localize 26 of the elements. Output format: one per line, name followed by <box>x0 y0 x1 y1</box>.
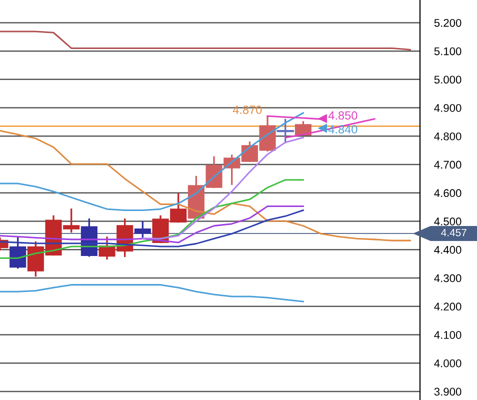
y-tick-label: 5.100 <box>434 47 462 56</box>
line-series <box>284 118 376 138</box>
line-series <box>0 30 411 50</box>
line-series <box>0 112 304 211</box>
candlestick <box>294 121 312 136</box>
annotation: 4.850 <box>328 111 358 120</box>
y-tick-label: 4.800 <box>434 132 462 140</box>
line-series <box>0 284 304 302</box>
y-tick-label: 4.200 <box>434 302 462 311</box>
y-tick-label: 4.000 <box>434 359 462 368</box>
y-tick-label: 5.000 <box>434 76 462 84</box>
annotation: 4.840 <box>328 125 358 134</box>
y-tick-label: 4.400 <box>434 246 462 254</box>
candlestick <box>134 221 151 240</box>
ref-line-label: 4.457 <box>441 229 466 236</box>
candlestick <box>10 236 26 269</box>
candlestick <box>276 118 294 144</box>
y-tick-label: 4.700 <box>434 160 462 169</box>
y-tick-label: 3.900 <box>434 388 462 396</box>
y-tick-label: 4.100 <box>434 331 462 339</box>
y-tick-label: 4.600 <box>434 189 462 198</box>
y-tick-label: 5.200 <box>434 18 462 27</box>
y-tick-label: 4.900 <box>434 104 462 112</box>
y-tick-label: 4.300 <box>434 274 462 282</box>
y-tick-label: 4.500 <box>434 218 462 226</box>
line-series <box>142 136 304 240</box>
